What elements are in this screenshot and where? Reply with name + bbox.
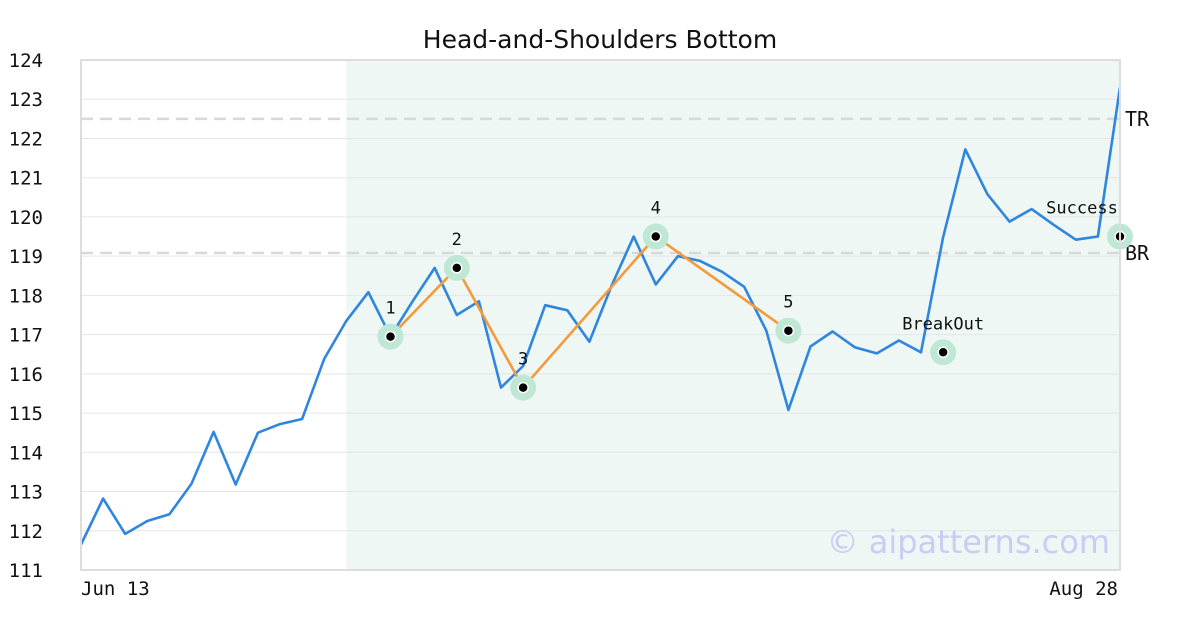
- y-tick-label-12: 123: [9, 89, 43, 111]
- marker-point-2: [517, 381, 529, 394]
- price-line: [79, 87, 1122, 546]
- marker-point-5: [937, 346, 949, 359]
- chart-title: Head-and-Shoulders Bottom: [423, 25, 777, 54]
- y-tick-label-4: 115: [9, 403, 43, 425]
- y-tick-label-1: 112: [9, 521, 43, 543]
- marker-label-6: Success: [1046, 199, 1118, 219]
- y-tick-label-6: 117: [9, 325, 43, 347]
- y-tick-label-9: 120: [9, 207, 43, 229]
- x-tick-label-0: Jun 13: [81, 578, 150, 600]
- y-tick-label-5: 116: [9, 364, 43, 386]
- plot-frame: [80, 59, 1121, 571]
- reference-label-0: TR: [1125, 107, 1150, 131]
- marker-label-1: 2: [452, 230, 462, 250]
- y-tick-label-8: 119: [9, 246, 43, 268]
- y-tick-label-2: 113: [9, 482, 43, 504]
- y-tick-label-0: 111: [9, 560, 43, 582]
- marker-point-1: [451, 262, 463, 274]
- marker-point-3: [650, 230, 662, 243]
- y-tick-label-10: 121: [9, 168, 43, 190]
- axis-layer: 1111121131141151161171181191201211221231…: [9, 50, 1118, 600]
- y-tick-label-3: 114: [9, 442, 43, 464]
- marker-label-2: 3: [518, 350, 528, 370]
- marker-point-0: [384, 330, 397, 343]
- y-tick-label-13: 124: [9, 50, 43, 72]
- x-tick-label-1: Aug 28: [1049, 578, 1118, 600]
- marker-label-3: 4: [651, 199, 661, 219]
- y-tick-label-7: 118: [9, 285, 43, 307]
- marker-label-5: BreakOut: [902, 314, 984, 334]
- highlight-layer: [346, 60, 1120, 570]
- marker-point-4: [782, 324, 795, 337]
- marker-label-0: 1: [385, 299, 395, 319]
- pattern-highlight: [346, 60, 1120, 570]
- marker-layer: 1 2 3 4 5 BreakOut Success: [377, 199, 1133, 401]
- watermark: © aipatterns.com: [827, 523, 1110, 561]
- marker-label-4: 5: [783, 293, 793, 313]
- y-tick-label-11: 122: [9, 128, 43, 150]
